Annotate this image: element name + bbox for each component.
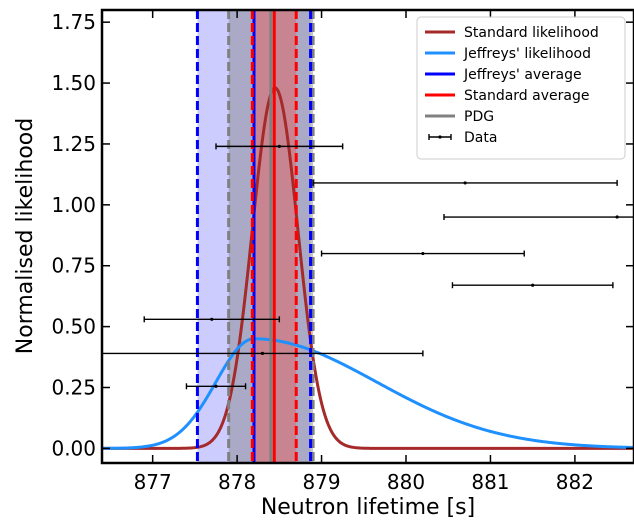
legend: Standard likelihood Jeffreys' likelihood J… [416, 16, 626, 160]
legend-label-jeffreys-likelihood: Jeffreys' likelihood [463, 46, 591, 62]
data-marker [214, 384, 218, 388]
data-point [443, 214, 634, 221]
data-point [143, 316, 281, 323]
data-marker [277, 144, 281, 148]
data-point [102, 350, 424, 357]
average-lines [195, 10, 315, 463]
y-tick-label: 1.50 [51, 71, 96, 95]
x-tick-label: 882 [556, 470, 594, 494]
y-axis-label: Normalised likelihood [13, 118, 38, 354]
y-tick-label: 0.00 [51, 436, 96, 460]
axes [100, 8, 634, 465]
data-points [102, 143, 634, 390]
legend-label-pdg: PDG [464, 109, 494, 125]
data-marker [615, 215, 619, 219]
x-tick-label: 877 [134, 470, 172, 494]
x-axis-label: Neutron lifetime [s] [261, 495, 475, 520]
data-point [312, 179, 618, 186]
legend-label-jeffreys-average: Jeffreys' average [463, 67, 582, 83]
y-tick-label: 0.50 [51, 315, 96, 339]
legend-swatch-marker [438, 135, 442, 139]
plot-frame [100, 8, 634, 465]
x-tick-label: 880 [387, 470, 425, 494]
y-tick-label: 1.00 [51, 193, 96, 217]
series-standard-likelihood [102, 86, 634, 450]
ticks: 877 878 879 880 881 882 0.00 0.25 0.50 0.75 1.00 1.… [51, 10, 634, 494]
x-tick-label: 879 [302, 470, 340, 494]
data-point [451, 282, 614, 289]
legend-box [416, 16, 626, 160]
legend-label-data: Data [464, 130, 497, 146]
legend-label-standard-average: Standard average [464, 88, 589, 104]
x-tick-label: 881 [471, 470, 509, 494]
data-marker [210, 317, 214, 321]
y-tick-label: 1.75 [51, 10, 96, 34]
likelihood-curves [102, 86, 634, 450]
legend-label-standard-likelihood: Standard likelihood [464, 25, 599, 41]
y-tick-label: 0.25 [51, 376, 96, 400]
data-marker [260, 351, 265, 356]
data-point [215, 143, 344, 150]
x-tick-label: 878 [218, 470, 256, 494]
data-marker [531, 283, 535, 287]
data-point [320, 250, 525, 257]
data-marker [463, 181, 467, 185]
y-tick-label: 1.25 [51, 132, 96, 156]
series-jeffreys-likelihood [102, 337, 634, 450]
y-tick-label: 0.75 [51, 254, 96, 278]
data-point [185, 383, 247, 390]
data-marker [421, 251, 425, 256]
